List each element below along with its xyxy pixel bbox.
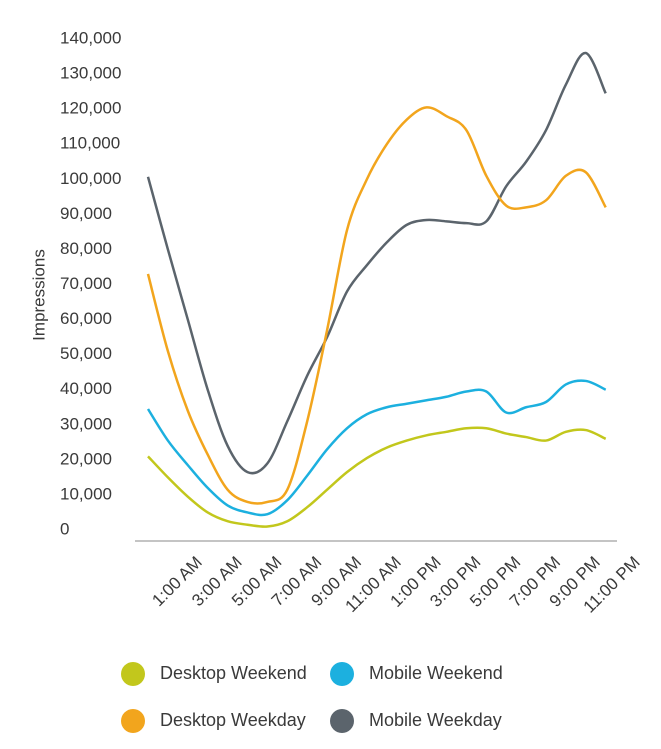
series-line	[147, 426, 607, 528]
y-tick-label: 100,000	[60, 169, 121, 188]
y-tick-label: 90,000	[60, 204, 112, 223]
y-tick-label: 40,000	[60, 379, 112, 398]
y-tick-label: 60,000	[60, 309, 112, 328]
legend-swatch	[330, 709, 354, 733]
y-tick-label: 20,000	[60, 449, 112, 468]
y-tick-label: 0	[60, 519, 69, 538]
legend-label: Desktop Weekend	[160, 663, 307, 683]
legend-label: Desktop Weekday	[160, 710, 306, 730]
legend-swatch	[121, 662, 145, 686]
legend-swatch	[330, 662, 354, 686]
y-tick-label: 120,000	[60, 99, 121, 118]
y-axis-label: Impressions	[29, 249, 48, 341]
series-line	[146, 379, 607, 517]
legend-label: Mobile Weekday	[369, 710, 502, 730]
y-tick-label: 70,000	[60, 274, 112, 293]
y-tick-label: 110,000	[60, 134, 120, 153]
series-line	[146, 51, 607, 475]
series-line	[146, 106, 607, 505]
y-tick-label: 80,000	[60, 239, 112, 258]
y-tick-label: 10,000	[60, 484, 112, 503]
y-tick-label: 50,000	[60, 344, 112, 363]
y-tick-label: 140,000	[60, 28, 121, 47]
legend-swatch	[121, 709, 145, 733]
y-tick-label: 130,000	[60, 64, 121, 83]
y-tick-label: 30,000	[60, 414, 112, 433]
legend-label: Mobile Weekend	[369, 663, 503, 683]
